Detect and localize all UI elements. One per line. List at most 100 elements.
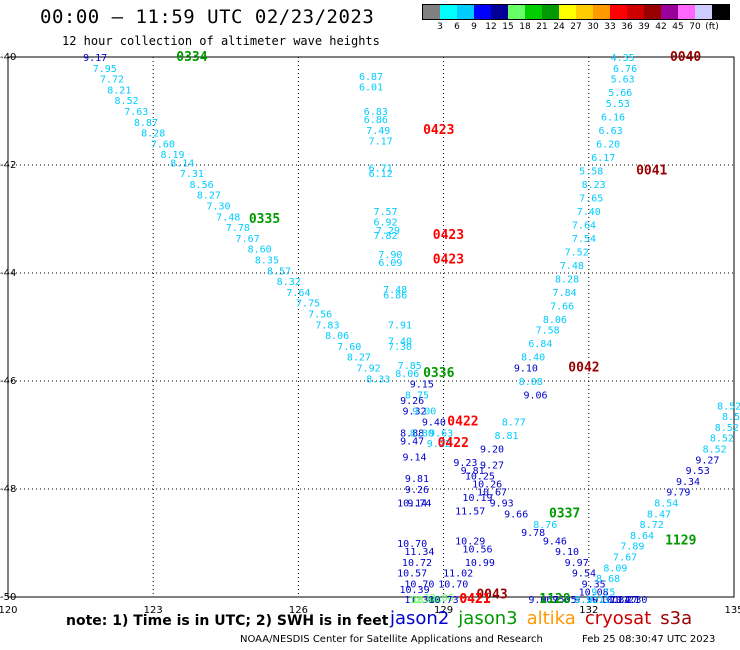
- wave-height-label: 9.74: [407, 499, 431, 510]
- colorbar-swatch: [474, 5, 491, 19]
- y-tick-label: -50: [0, 592, 16, 603]
- wave-height-label: 9.20: [480, 445, 504, 456]
- wave-height-label: 7.65: [579, 193, 603, 204]
- wave-height-label: 9.75: [540, 595, 564, 606]
- wave-height-label: 6.16: [601, 112, 625, 123]
- wave-height-label: 9.06: [524, 391, 548, 402]
- wave-height-label: 8.06: [395, 369, 419, 380]
- wave-height-label: 8.52: [715, 423, 739, 434]
- wave-height-label: 9.53: [686, 466, 710, 477]
- wave-height-label: 8.80: [410, 428, 434, 439]
- wave-height-label: 7.40: [577, 207, 601, 218]
- wave-height-label: 8.57: [267, 266, 291, 277]
- wave-height-label: 8.09: [603, 563, 627, 574]
- wave-height-label: 7.49: [366, 126, 390, 137]
- wave-height-label: 13.73: [412, 595, 442, 606]
- wave-height-label: 8.23: [582, 180, 606, 191]
- wave-height-label: 7.90: [378, 250, 402, 261]
- wave-height-label: 10.67: [477, 488, 507, 499]
- wave-height-label: 6.63: [599, 126, 623, 137]
- wave-height-label: 6.20: [596, 139, 620, 150]
- wave-height-label: 7.89: [620, 542, 644, 553]
- legend-entry: s3a: [660, 608, 693, 629]
- wave-height-label: 6.87: [359, 72, 383, 83]
- colorbar-label: 27: [570, 22, 582, 32]
- wave-height-label: 7.78: [226, 223, 250, 234]
- wave-height-label: 11.38: [404, 595, 434, 606]
- wave-height-label: 7.48: [383, 285, 407, 296]
- wave-height-label: 7.29: [376, 226, 400, 237]
- pass-time-label: 1128: [539, 592, 570, 607]
- wave-height-label: 9.11: [586, 595, 610, 606]
- wave-height-label: 10.19: [462, 493, 492, 504]
- wave-height-label: 7.54: [572, 234, 596, 245]
- wave-height-label: 10.08: [579, 588, 609, 599]
- wave-height-label: 5.63: [611, 75, 635, 86]
- wave-height-label: 7.48: [560, 261, 584, 272]
- wave-height-label: 10.57: [397, 569, 427, 580]
- wave-height-label: 7.84: [553, 288, 577, 299]
- pass-time-label: 0042: [568, 361, 599, 376]
- wave-height-label: 7.64: [572, 220, 596, 231]
- wave-height-label: 7.30: [388, 342, 412, 353]
- wave-height-label: 9.46: [543, 536, 567, 547]
- colorbar-label: 39: [638, 22, 650, 32]
- wave-height-label: 10.14: [397, 499, 427, 510]
- x-tick-label: 123: [144, 605, 163, 616]
- colorbar-label: 30: [587, 22, 599, 32]
- x-tick-label: 129: [434, 605, 453, 616]
- wave-height-label: 9.00: [412, 407, 436, 418]
- wave-height-label: 7.17: [369, 137, 393, 148]
- wave-height-label: 10.70: [404, 580, 434, 591]
- x-tick-label: 126: [289, 605, 308, 616]
- wave-height-label: 9.06: [528, 595, 552, 606]
- wave-height-label: 10.73: [429, 595, 459, 606]
- wave-height-label: 6.92: [373, 218, 397, 229]
- colorbar-swatch: [576, 5, 593, 19]
- wave-height-label: 7.30: [206, 202, 230, 213]
- wave-height-label: 7.60: [337, 342, 361, 353]
- wave-height-label: 7.58: [536, 326, 560, 337]
- wave-height-label: 7.56: [308, 310, 332, 321]
- wave-height-label: 7.72: [100, 75, 124, 86]
- colorbar-label: 15: [502, 22, 514, 32]
- wave-height-label: 6.83: [364, 107, 388, 118]
- wave-height-label: 9.26: [400, 396, 424, 407]
- pass-time-label: 0337: [549, 506, 580, 521]
- axis-layer: 120 123 126 129 132 135 -40 -42 -44 -46 -48 -50: [0, 52, 740, 616]
- colorbar-label: 3: [437, 22, 443, 32]
- wave-height-label: 9.78: [521, 528, 545, 539]
- colorbar-label: 45: [672, 22, 684, 32]
- wave-height-label: 7.60: [151, 139, 175, 150]
- wave-height-label: 7.40: [388, 337, 412, 348]
- pass-time-label: 0040: [670, 50, 701, 65]
- wave-height-label: 7.57: [373, 207, 397, 218]
- pass-time-label: 0421: [459, 592, 490, 607]
- colorbar-label: 18: [519, 22, 531, 32]
- wave-height-label: 11.30: [617, 595, 647, 606]
- colorbar-label: 9: [471, 22, 477, 32]
- wave-height-label: 9.32: [403, 407, 427, 418]
- colorbar-swatch: [491, 5, 508, 19]
- wave-height-label: 8.88: [400, 428, 424, 439]
- wave-height-label: 9.63: [429, 428, 453, 439]
- wave-height-label: 9.10: [514, 364, 538, 375]
- wave-height-label: 9.79: [666, 488, 690, 499]
- colorbar-swatch: [593, 5, 610, 19]
- wave-height-label: 8.21: [107, 85, 131, 96]
- wave-height-label: 7.92: [357, 364, 381, 375]
- y-tick-label: -46: [0, 376, 16, 387]
- wave-height-label: 8.81: [494, 431, 518, 442]
- colorbar-swatch: [440, 5, 457, 19]
- wave-height-label: 7.63: [124, 107, 148, 118]
- colorbar-swatch: [525, 5, 542, 19]
- colorbar-swatch: [457, 5, 474, 19]
- y-tick-label: -48: [0, 484, 16, 495]
- wave-height-label: 7.52: [565, 247, 589, 258]
- wave-height-label: 9.15: [410, 380, 434, 391]
- wave-height-label: 10.26: [472, 480, 502, 491]
- wave-height-label: 9.54: [572, 569, 596, 580]
- point-layer: 9.177.957.728.218.527.638.878.287.608.19…: [83, 50, 740, 607]
- pass-time-label: 0043: [476, 587, 507, 602]
- chart-subtitle: 12 hour collection of altimeter wave hei…: [62, 34, 380, 48]
